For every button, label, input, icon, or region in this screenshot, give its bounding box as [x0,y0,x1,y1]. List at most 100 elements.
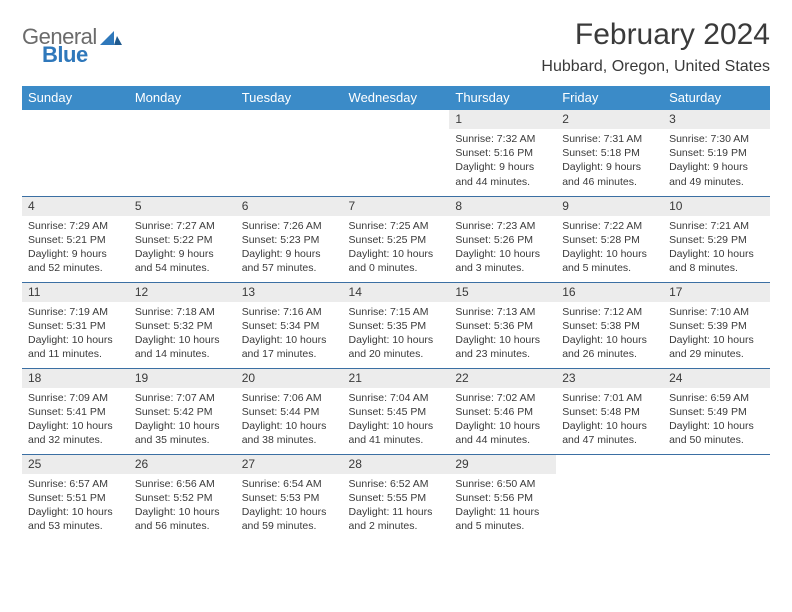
sunrise-line: Sunrise: 6:59 AM [669,391,764,405]
daylight-line: Daylight: 9 hours [135,247,230,261]
title-block: February 2024 Hubbard, Oregon, United St… [541,18,770,76]
calendar-day-cell: 6Sunrise: 7:26 AMSunset: 5:23 PMDaylight… [236,196,343,282]
daylight-line: and 53 minutes. [28,519,123,533]
calendar-day-cell: 14 Sunrise: 7:15 AMSunset: 5:35 PMDayligh… [343,282,450,368]
daylight-line: and 35 minutes. [135,433,230,447]
sunset-line: Sunset: 5:35 PM [349,319,444,333]
calendar-week-row: 1Sunrise: 7:32 AMSunset: 5:16 PMDaylight… [22,110,770,196]
day-number: 11 [22,283,129,302]
sunrise-line: Sunrise: 7:21 AM [669,219,764,233]
day-number: 21 [343,369,450,388]
daylight-line: and 23 minutes. [455,347,550,361]
calendar-day-cell: 21Sunrise: 7:04 AMSunset: 5:45 PMDayligh… [343,368,450,454]
day-details: Sunrise: 7:13 AMSunset: 5:36 PMDaylight:… [449,302,556,366]
weekday-heading: Friday [556,86,663,110]
empty-day [22,110,129,129]
daylight-line: and 56 minutes. [135,519,230,533]
day-number: 23 [556,369,663,388]
sunset-line: Sunset: 5:28 PM [562,233,657,247]
day-number: 14 [343,283,450,302]
day-number: 15 [449,283,556,302]
sunrise-line: Sunrise: 7:15 AM [349,305,444,319]
calendar-day-cell: 1Sunrise: 7:32 AMSunset: 5:16 PMDaylight… [449,110,556,196]
daylight-line: Daylight: 10 hours [562,333,657,347]
daylight-line: Daylight: 10 hours [242,505,337,519]
sunset-line: Sunset: 5:23 PM [242,233,337,247]
calendar-day-cell: 15Sunrise: 7:13 AMSunset: 5:36 PMDayligh… [449,282,556,368]
daylight-line: and 26 minutes. [562,347,657,361]
day-number: 16 [556,283,663,302]
sunrise-line: Sunrise: 7:18 AM [135,305,230,319]
daylight-line: Daylight: 10 hours [349,333,444,347]
sunset-line: Sunset: 5:36 PM [455,319,550,333]
daylight-line: and 57 minutes. [242,261,337,275]
empty-day [236,110,343,129]
daylight-line: Daylight: 10 hours [455,333,550,347]
weekday-heading: Sunday [22,86,129,110]
day-details: Sunrise: 6:54 AMSunset: 5:53 PMDaylight:… [236,474,343,538]
sunrise-line: Sunrise: 7:29 AM [28,219,123,233]
calendar-day-cell: 8Sunrise: 7:23 AMSunset: 5:26 PMDaylight… [449,196,556,282]
sunrise-line: Sunrise: 7:10 AM [669,305,764,319]
daylight-line: and 32 minutes. [28,433,123,447]
daylight-line: Daylight: 10 hours [349,419,444,433]
sunset-line: Sunset: 5:29 PM [669,233,764,247]
calendar-day-cell: 7Sunrise: 7:25 AMSunset: 5:25 PMDaylight… [343,196,450,282]
calendar-day-cell [343,110,450,196]
day-number: 10 [663,197,770,216]
day-details: Sunrise: 6:59 AMSunset: 5:49 PMDaylight:… [663,388,770,452]
calendar-day-cell: 11Sunrise: 7:19 AMSunset: 5:31 PMDayligh… [22,282,129,368]
day-details: Sunrise: 7:22 AMSunset: 5:28 PMDaylight:… [556,216,663,280]
sunset-line: Sunset: 5:21 PM [28,233,123,247]
sunrise-line: Sunrise: 7:09 AM [28,391,123,405]
sunrise-line: Sunrise: 7:23 AM [455,219,550,233]
sunset-line: Sunset: 5:52 PM [135,491,230,505]
daylight-line: and 44 minutes. [455,433,550,447]
day-details: Sunrise: 7:12 AMSunset: 5:38 PMDaylight:… [556,302,663,366]
sunrise-line: Sunrise: 7:01 AM [562,391,657,405]
calendar-day-cell: 26Sunrise: 6:56 AMSunset: 5:52 PMDayligh… [129,454,236,540]
sunrise-line: Sunrise: 7:32 AM [455,132,550,146]
calendar-day-cell: 17Sunrise: 7:10 AMSunset: 5:39 PMDayligh… [663,282,770,368]
daylight-line: Daylight: 10 hours [669,419,764,433]
weekday-heading: Tuesday [236,86,343,110]
sunrise-line: Sunrise: 6:57 AM [28,477,123,491]
day-details: Sunrise: 7:31 AMSunset: 5:18 PMDaylight:… [556,129,663,193]
daylight-line: and 46 minutes. [562,175,657,189]
daylight-line: and 5 minutes. [562,261,657,275]
calendar-day-cell: 20Sunrise: 7:06 AMSunset: 5:44 PMDayligh… [236,368,343,454]
day-details: Sunrise: 7:06 AMSunset: 5:44 PMDaylight:… [236,388,343,452]
daylight-line: and 41 minutes. [349,433,444,447]
sunset-line: Sunset: 5:18 PM [562,146,657,160]
calendar-day-cell: 24Sunrise: 6:59 AMSunset: 5:49 PMDayligh… [663,368,770,454]
daylight-line: Daylight: 9 hours [455,160,550,174]
day-number: 20 [236,369,343,388]
day-number: 19 [129,369,236,388]
day-number: 3 [663,110,770,129]
daylight-line: and 8 minutes. [669,261,764,275]
day-details: Sunrise: 7:16 AMSunset: 5:34 PMDaylight:… [236,302,343,366]
daylight-line: and 14 minutes. [135,347,230,361]
sunrise-line: Sunrise: 7:06 AM [242,391,337,405]
day-details: Sunrise: 7:19 AMSunset: 5:31 PMDaylight:… [22,302,129,366]
day-details: Sunrise: 7:23 AMSunset: 5:26 PMDaylight:… [449,216,556,280]
day-number: 4 [22,197,129,216]
sunrise-line: Sunrise: 7:22 AM [562,219,657,233]
daylight-line: Daylight: 10 hours [349,247,444,261]
daylight-line: Daylight: 11 hours [455,505,550,519]
calendar-day-cell: 18Sunrise: 7:09 AMSunset: 5:41 PMDayligh… [22,368,129,454]
sunset-line: Sunset: 5:32 PM [135,319,230,333]
day-number: 26 [129,455,236,474]
logo-mark-icon [100,29,122,45]
calendar-day-cell: 22Sunrise: 7:02 AMSunset: 5:46 PMDayligh… [449,368,556,454]
day-number: 18 [22,369,129,388]
day-number: 24 [663,369,770,388]
daylight-line: Daylight: 10 hours [28,505,123,519]
calendar-day-cell: 25Sunrise: 6:57 AMSunset: 5:51 PMDayligh… [22,454,129,540]
calendar-day-cell: 27Sunrise: 6:54 AMSunset: 5:53 PMDayligh… [236,454,343,540]
calendar-day-cell: 16Sunrise: 7:12 AMSunset: 5:38 PMDayligh… [556,282,663,368]
calendar-day-cell [129,110,236,196]
day-details: Sunrise: 7:21 AMSunset: 5:29 PMDaylight:… [663,216,770,280]
sunrise-line: Sunrise: 7:04 AM [349,391,444,405]
sunrise-line: Sunrise: 7:27 AM [135,219,230,233]
